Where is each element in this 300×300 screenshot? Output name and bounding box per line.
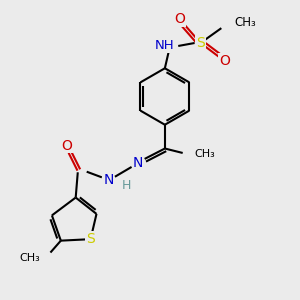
Text: S: S	[196, 36, 205, 50]
Text: N: N	[103, 173, 114, 187]
Text: O: O	[219, 54, 230, 68]
Text: O: O	[61, 139, 72, 152]
Text: CH₃: CH₃	[195, 149, 215, 160]
Text: CH₃: CH₃	[19, 254, 40, 263]
Text: N: N	[133, 156, 143, 170]
Text: NH: NH	[155, 40, 175, 52]
Text: O: O	[174, 12, 185, 26]
Text: S: S	[86, 232, 95, 246]
Text: H: H	[122, 179, 131, 192]
Text: CH₃: CH₃	[235, 16, 256, 29]
